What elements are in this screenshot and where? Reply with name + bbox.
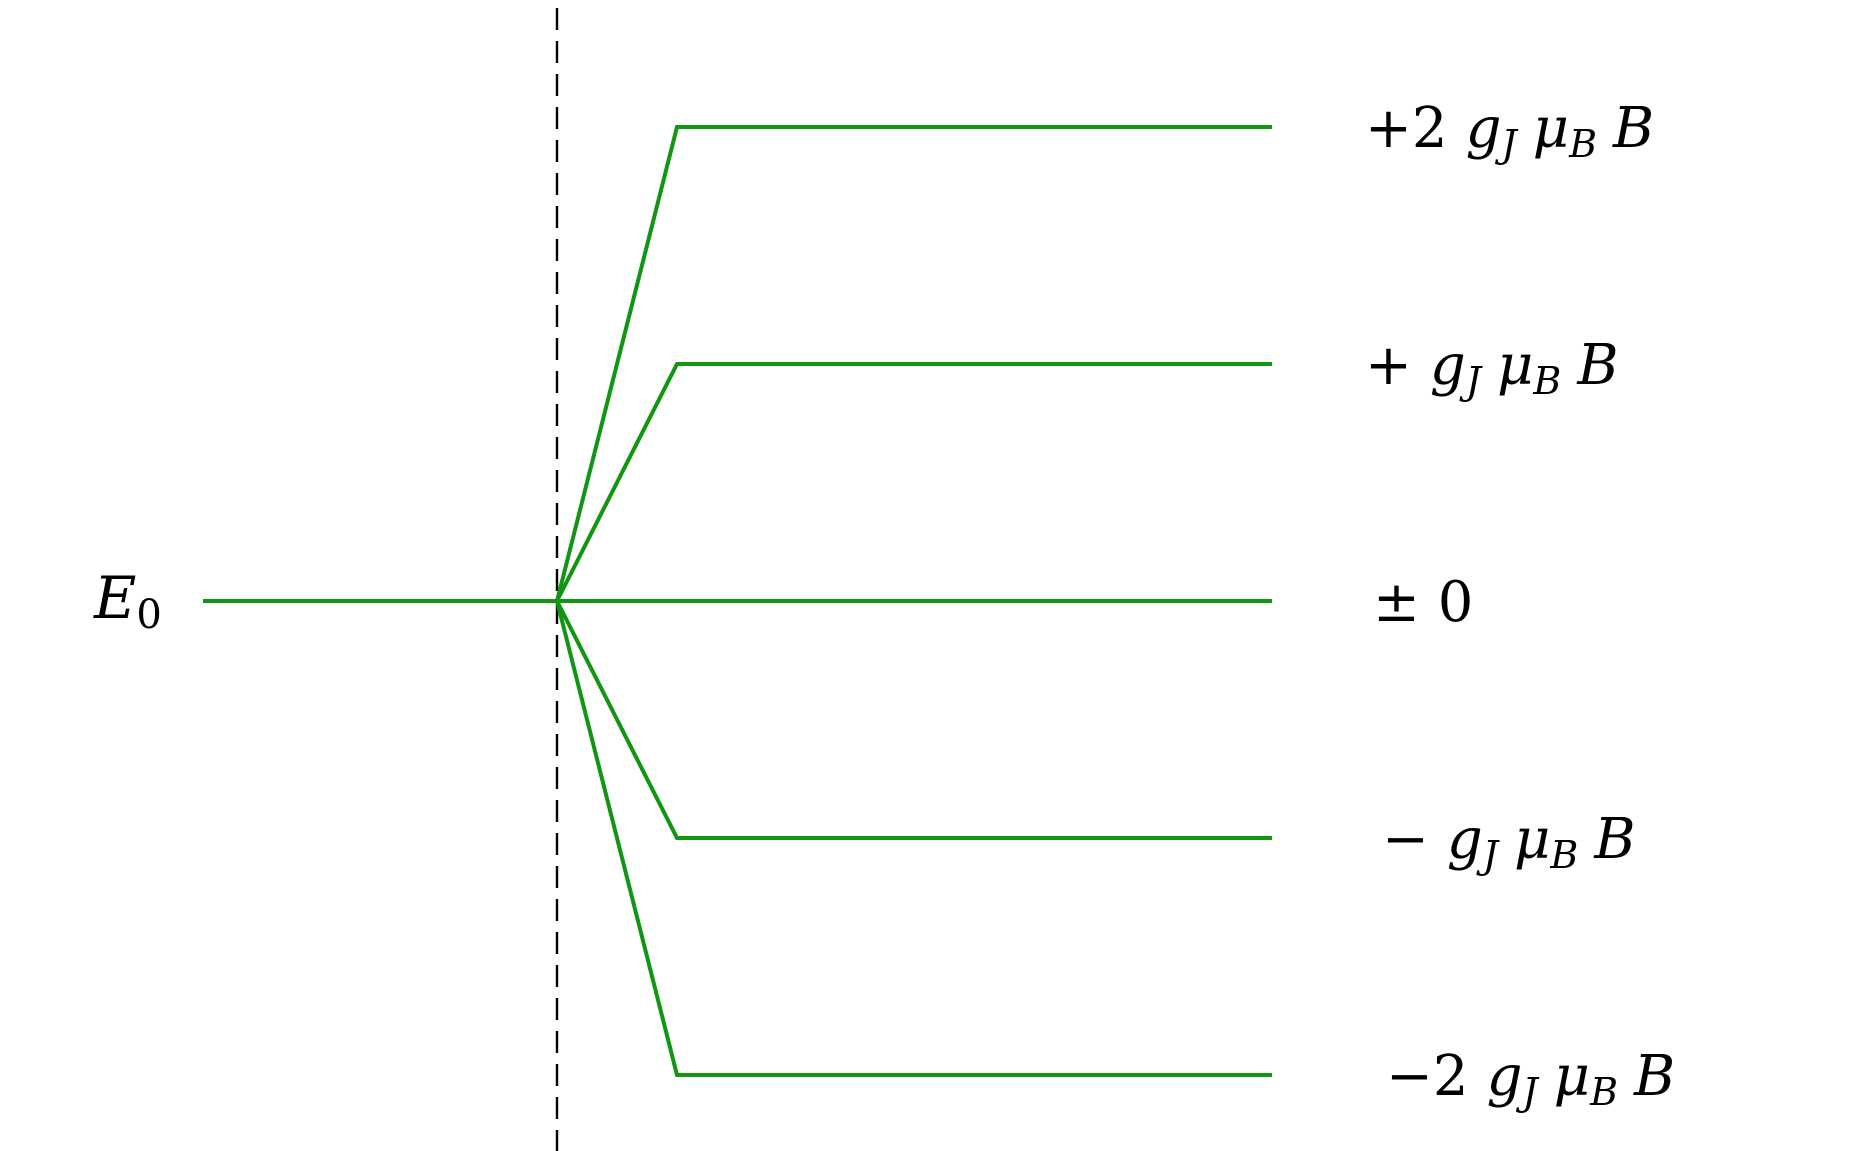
field-symbol: B [1612,96,1654,161]
level-label-3: − gJ μB B [1382,807,1636,877]
level-sign: +2 [1365,96,1448,161]
bohr-magneton-subscript: B [1549,833,1578,877]
lande-g-symbol: g [1466,96,1502,161]
bohr-magneton-subscript: B [1589,1070,1618,1114]
split-levels: +2 gJ μB B+ gJ μB B± 0− gJ μB B−2 gJ μB B [555,96,1675,1114]
level-line-1 [555,362,1272,602]
level-label-0: +2 gJ μB B [1365,96,1654,166]
level-line-0 [555,125,1272,602]
lande-g-symbol: g [1487,1044,1523,1109]
level-sign: −2 [1386,1044,1469,1109]
level-label-4: −2 gJ μB B [1386,1044,1675,1114]
level-sign: − [1382,807,1429,872]
lande-g-symbol: g [1430,333,1466,398]
bohr-magneton-symbol: μ [1533,96,1569,161]
lande-g-symbol: g [1447,807,1483,872]
field-symbol: B [1593,807,1635,872]
bohr-magneton-symbol: μ [1497,333,1533,398]
level-label-1: + gJ μB B [1365,333,1619,403]
level-line-3 [555,600,1272,840]
level-label-2: ± 0 [1373,570,1473,635]
unperturbed-level-label: E0 [93,564,162,638]
field-symbol: B [1633,1044,1675,1109]
bohr-magneton-symbol: μ [1554,1044,1590,1109]
level-sign: ± 0 [1373,570,1473,635]
bohr-magneton-symbol: μ [1514,807,1550,872]
energy-subscript: 0 [136,592,161,638]
bohr-magneton-subscript: B [1568,122,1597,166]
bohr-magneton-subscript: B [1532,359,1561,403]
level-line-4 [555,600,1272,1077]
field-symbol: B [1576,333,1618,398]
energy-symbol: E [93,564,136,632]
level-sign: + [1365,333,1412,398]
